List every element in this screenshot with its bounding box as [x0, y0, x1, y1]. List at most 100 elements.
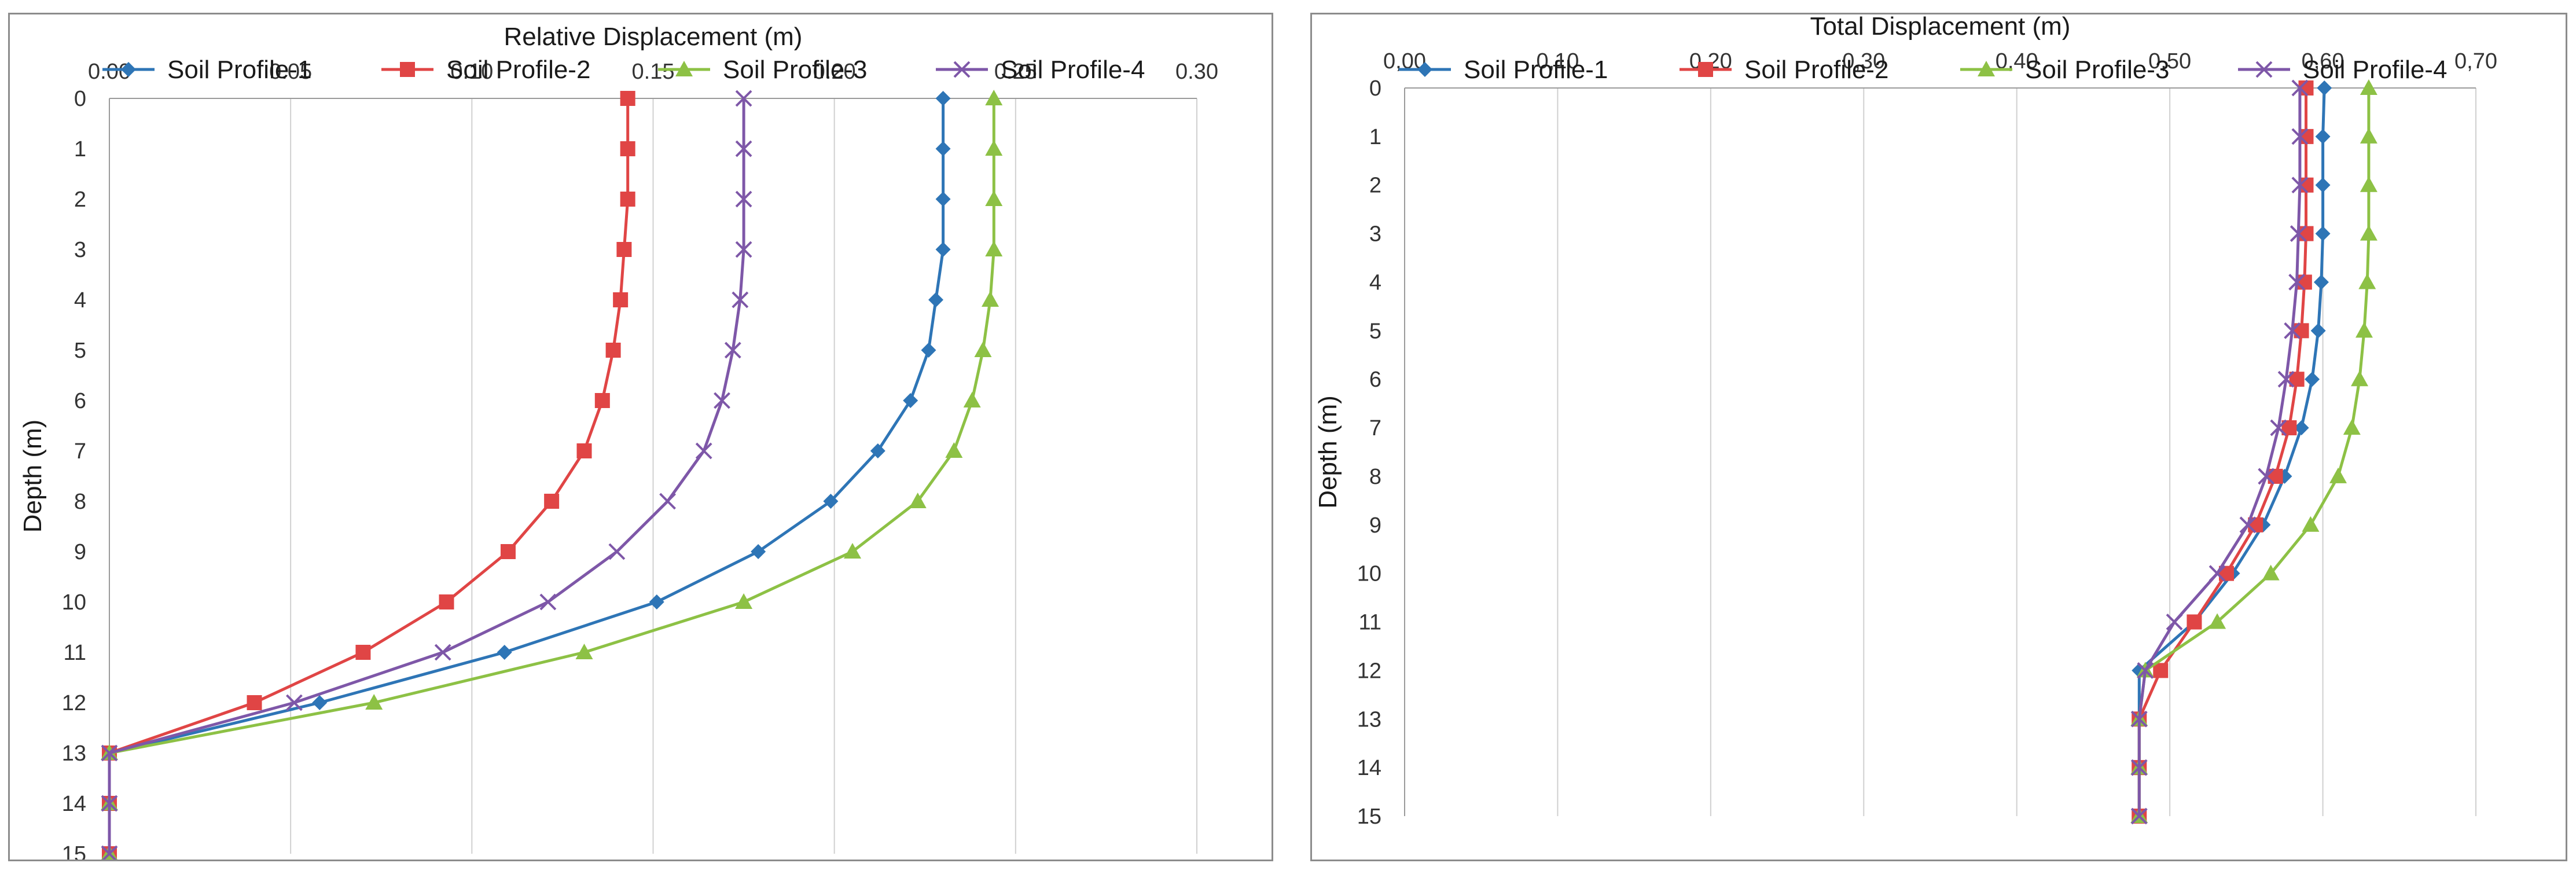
data-point-soil-profile-2	[594, 393, 610, 408]
data-point-soil-profile-1	[2315, 177, 2331, 193]
data-point-soil-profile-4	[2270, 419, 2287, 436]
y-tick-label: 5	[1369, 319, 1381, 343]
series-line-soil-profile-1	[108, 98, 945, 854]
y-tick-label: 14	[62, 792, 86, 816]
data-point-soil-profile-4	[434, 644, 451, 661]
data-point-soil-profile-4	[286, 694, 303, 711]
y-tick-label: 15	[1357, 805, 1381, 829]
series-soil-profile-3	[101, 90, 1003, 860]
series-soil-profile-4	[2130, 79, 2309, 825]
y-tick-label: 9	[74, 540, 86, 564]
data-point-soil-profile-1	[2310, 323, 2326, 339]
data-point-soil-profile-2	[2298, 226, 2314, 241]
legend-label-soil-profile-1: Soil Profile-1	[167, 56, 311, 84]
x-tick-label: 0,30	[1842, 49, 1885, 74]
legend-item-soil-profile-3: Soil Profile-3	[658, 56, 867, 84]
legend: Soil Profile-1 Soil Profile-2 Soil Profile…	[102, 56, 1145, 84]
data-point-soil-profile-3	[2302, 516, 2320, 532]
legend-label-soil-profile-3: Soil Profile-3	[2025, 56, 2169, 84]
data-point-soil-profile-4	[732, 291, 749, 309]
y-tick-label: 15	[62, 842, 86, 860]
data-point-soil-profile-2	[2296, 274, 2312, 290]
series-soil-profile-2	[102, 91, 635, 860]
legend-label-soil-profile-4: Soil Profile-4	[2303, 56, 2447, 84]
legend-label-soil-profile-3: Soil Profile-3	[723, 56, 867, 84]
y-tick-label: 11	[1359, 611, 1381, 635]
data-point-soil-profile-3	[2360, 127, 2377, 144]
legend-label-soil-profile-2: Soil Profile-2	[446, 56, 590, 84]
series-soil-profile-4	[101, 90, 752, 860]
data-point-soil-profile-3	[2329, 467, 2347, 483]
legend-marker-soil-profile-4	[953, 61, 971, 78]
data-point-soil-profile-1	[921, 343, 936, 358]
data-point-soil-profile-1	[823, 494, 839, 509]
y-tick-label: 0	[1369, 76, 1381, 101]
series-soil-profile-1	[102, 91, 951, 860]
x-tick-label: 0,10	[1536, 49, 1579, 74]
series-line-soil-profile-3	[108, 98, 995, 854]
data-point-soil-profile-3	[963, 392, 981, 407]
y-tick-label: 5	[74, 339, 86, 363]
y-tick-label: 4	[1369, 270, 1381, 295]
y-tick-label: 2	[1369, 174, 1381, 198]
data-point-soil-profile-2	[576, 443, 592, 458]
y-tick-label: 8	[74, 490, 86, 514]
data-point-soil-profile-3	[2360, 79, 2377, 95]
legend-marker-soil-profile-3	[675, 61, 693, 76]
x-tick-label: 0,70	[2454, 49, 2497, 74]
data-point-soil-profile-3	[974, 341, 992, 357]
x-tick-labels: 0,00 0,10 0,20 0,30 0,40 0,50 0,60 0,70	[1383, 49, 2497, 74]
data-point-soil-profile-1	[928, 292, 944, 307]
data-point-soil-profile-2	[2153, 663, 2169, 678]
data-point-soil-profile-2	[247, 695, 262, 710]
data-point-soil-profile-4	[2130, 759, 2148, 776]
data-point-soil-profile-2	[439, 594, 454, 609]
data-point-soil-profile-2	[605, 343, 621, 358]
data-point-soil-profile-4	[714, 392, 730, 409]
legend-marker-soil-profile-4	[2255, 61, 2273, 78]
legend-marker-soil-profile-1	[1417, 62, 1432, 77]
data-point-soil-profile-3	[735, 593, 753, 609]
data-point-soil-profile-4	[2130, 710, 2148, 728]
x-tick-label: 0.15	[632, 60, 675, 84]
data-point-soil-profile-1	[497, 645, 512, 660]
data-point-soil-profile-4	[2291, 79, 2309, 97]
series-line-soil-profile-2	[2137, 88, 2307, 816]
data-point-soil-profile-3	[909, 493, 927, 508]
data-point-soil-profile-4	[2208, 565, 2226, 582]
y-tick-label: 6	[1369, 368, 1381, 392]
data-point-soil-profile-3	[575, 644, 593, 659]
y-tick-label: 7	[1369, 416, 1381, 440]
data-point-soil-profile-3	[365, 694, 383, 710]
data-point-soil-profile-4	[2284, 322, 2301, 339]
y-tick-label: 3	[1369, 222, 1381, 247]
legend-item-soil-profile-3: Soil Profile-3	[1960, 56, 2169, 84]
data-point-soil-profile-4	[2291, 128, 2309, 145]
chart-svg-relative-displacement: 0.00 0.05 0.10 0.15 0.20 0.25 0.30012345678910…	[19, 23, 1218, 860]
data-point-soil-profile-2	[544, 494, 560, 509]
x-tick-label: 0,60	[2302, 49, 2345, 74]
y-tick-label: 8	[1369, 465, 1381, 489]
x-axis-title: Total Displacement (m)	[1810, 14, 2071, 41]
data-point-soil-profile-2	[500, 544, 516, 559]
series-soil-profile-2	[2132, 80, 2314, 824]
data-point-soil-profile-1	[935, 242, 951, 257]
y-tick-label: 1	[1369, 125, 1381, 149]
legend-marker-soil-profile-1	[121, 62, 136, 77]
y-tick-label: 12	[1357, 659, 1381, 683]
data-point-soil-profile-1	[2305, 372, 2320, 387]
y-tick-label: 7	[74, 439, 86, 464]
data-point-soil-profile-3	[981, 291, 999, 307]
data-point-soil-profile-4	[2130, 807, 2148, 825]
data-point-soil-profile-3	[843, 543, 861, 559]
legend: Soil Profile-1 Soil Profile-2 Soil Profile…	[1399, 56, 2447, 84]
chart-relative-displacement: 0.00 0.05 0.10 0.15 0.20 0.25 0.30 0 1 2 3 4 5 6 7 8 9 10…	[8, 13, 1273, 861]
legend-item-soil-profile-4: Soil Profile-4	[2238, 56, 2447, 84]
data-point-soil-profile-3	[2208, 613, 2226, 629]
legend-item-soil-profile-4: Soil Profile-4	[936, 56, 1145, 84]
data-point-soil-profile-4	[659, 493, 676, 510]
data-point-soil-profile-3	[985, 241, 1003, 256]
y-tick-label: 1	[74, 137, 86, 161]
data-point-soil-profile-1	[2317, 80, 2332, 96]
